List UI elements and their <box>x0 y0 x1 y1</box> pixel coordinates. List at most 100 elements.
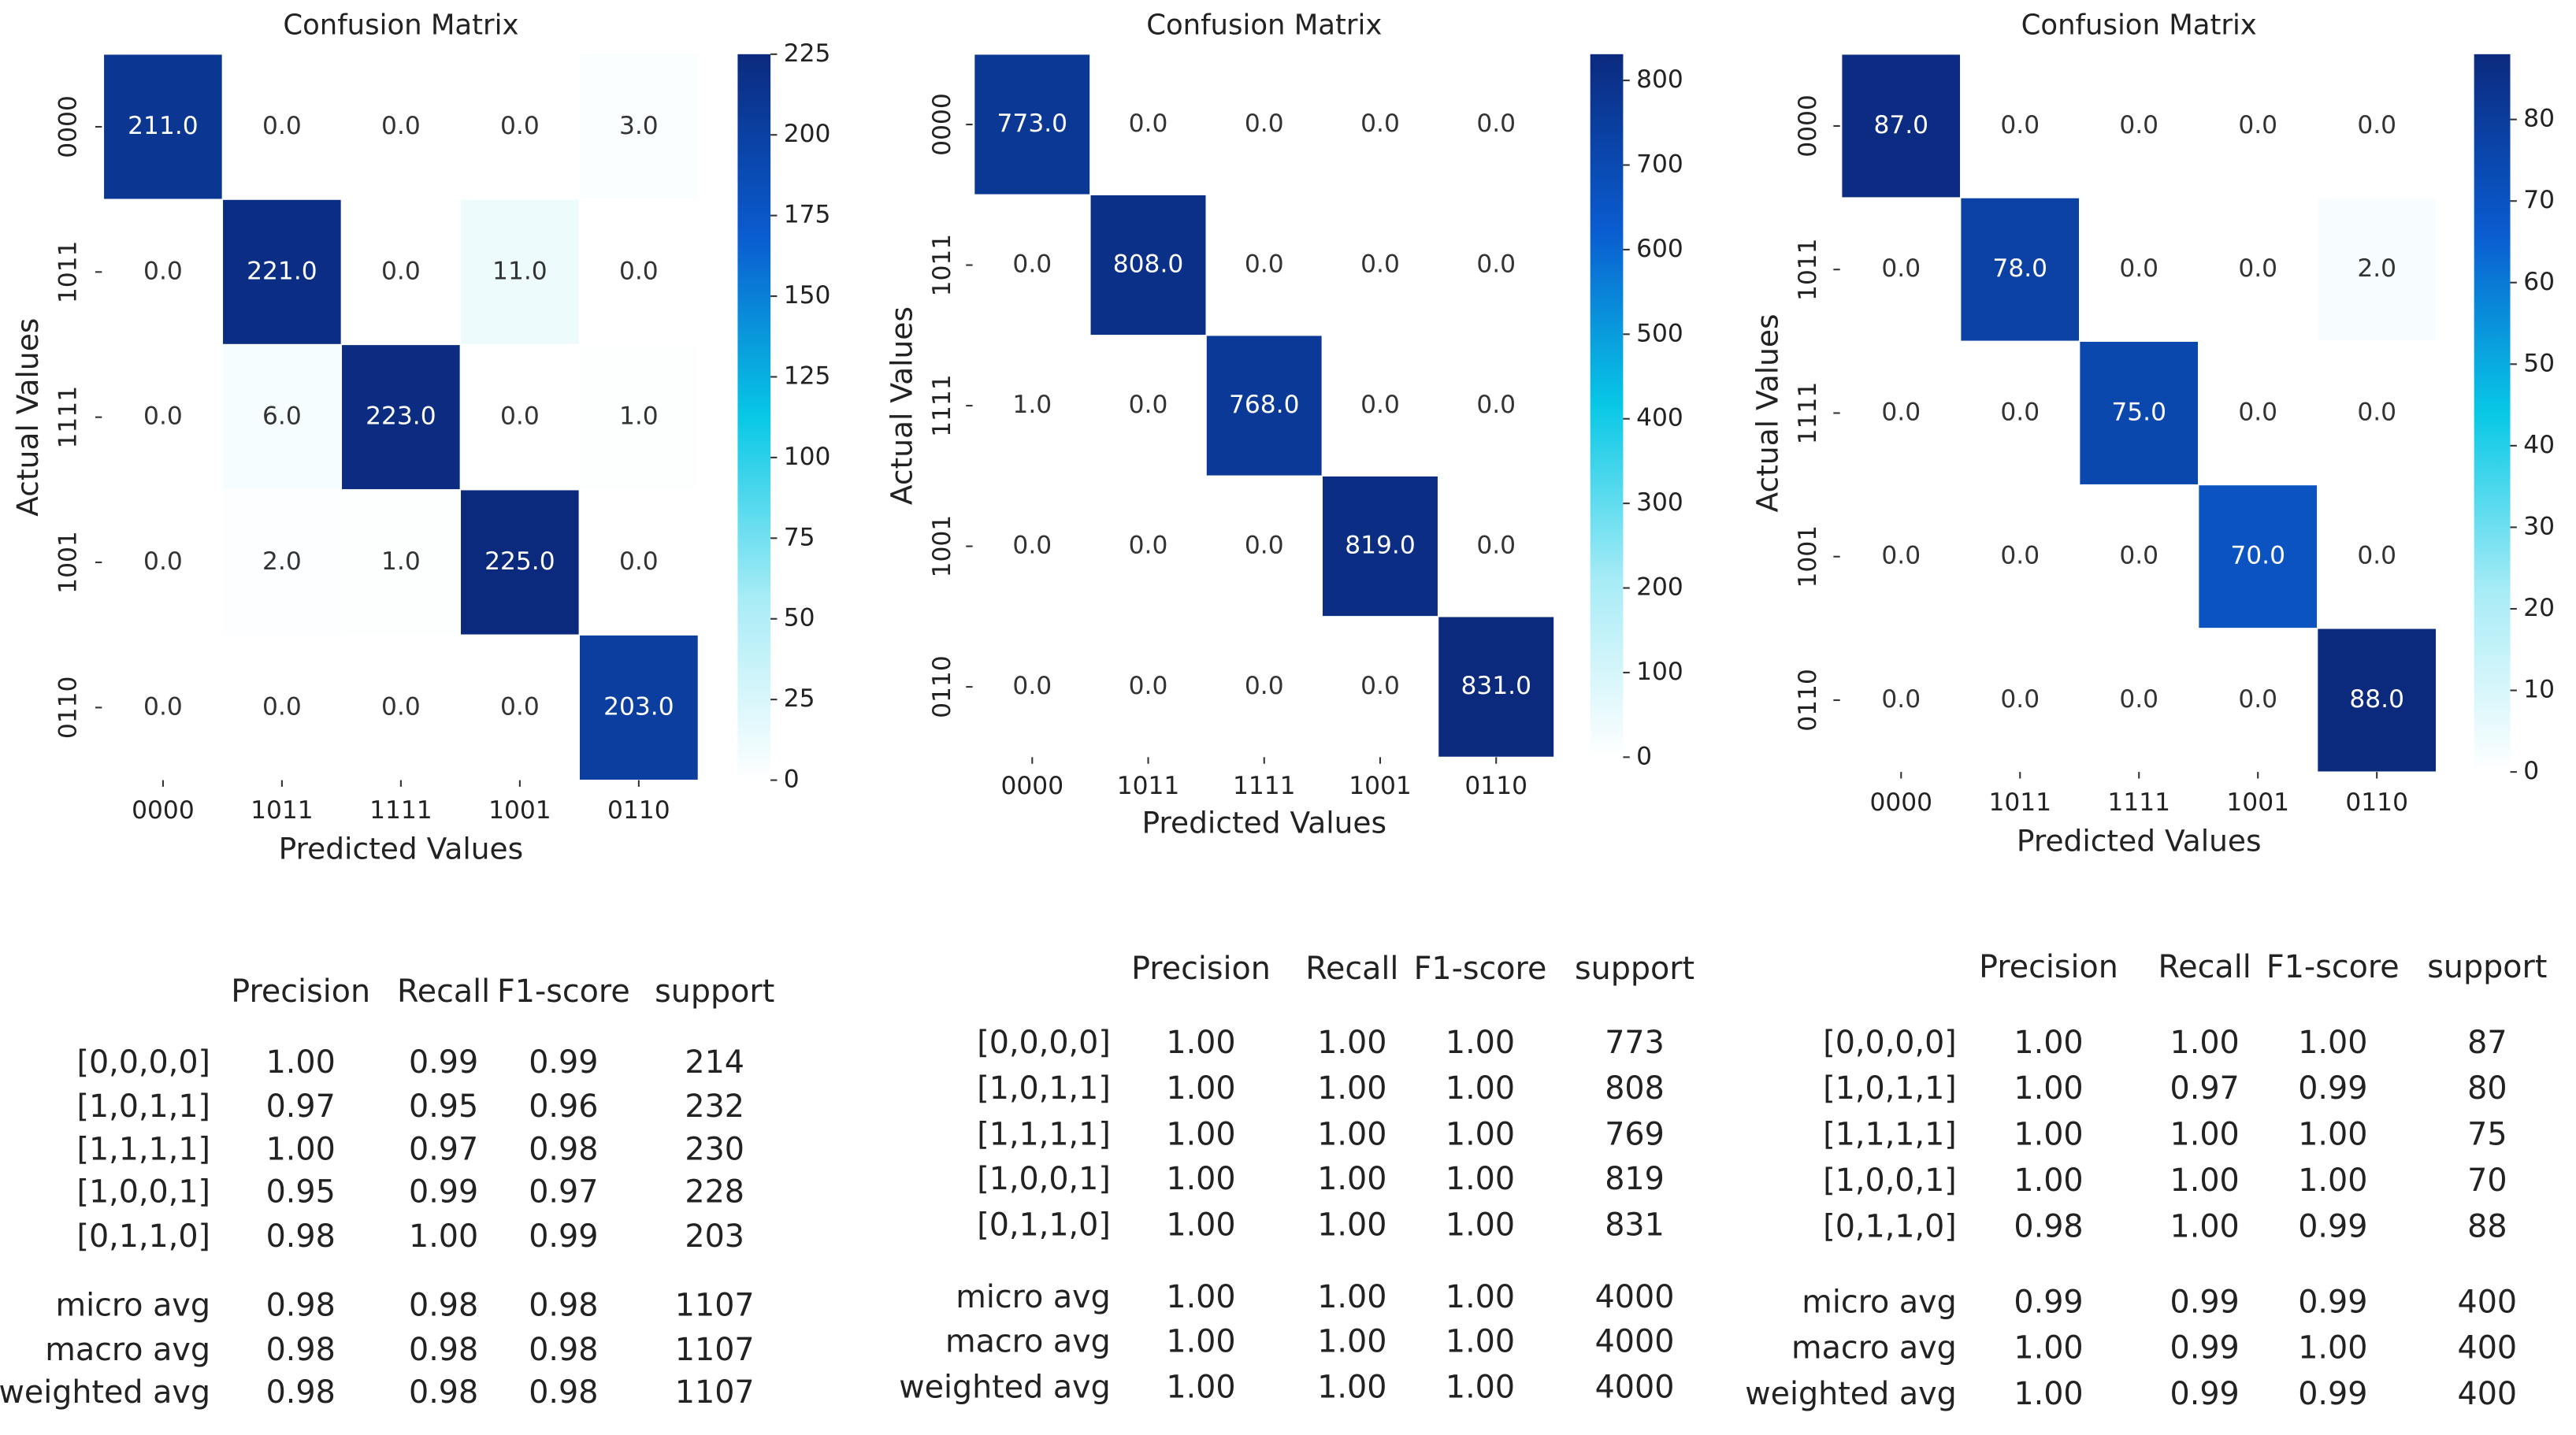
heatmap-cell <box>2079 197 2199 342</box>
heatmap-cell <box>2079 484 2199 629</box>
cell-label: 11.0 <box>492 257 547 285</box>
table-cell: 1.00 <box>266 1131 336 1167</box>
table-cell: 4000 <box>1595 1279 1675 1315</box>
row-label: [1,1,1,1] <box>977 1117 1110 1153</box>
cell-label: 0.0 <box>2238 254 2277 283</box>
table-cell: 80 <box>2467 1070 2507 1107</box>
y-tick-label: 1001 <box>54 531 83 594</box>
table-cell: 1.00 <box>266 1044 336 1081</box>
cell-label: 0.0 <box>2000 685 2040 714</box>
cell-label: 70.0 <box>2230 542 2285 570</box>
table-cell: 0.95 <box>266 1174 336 1211</box>
cell-label: 225.0 <box>484 547 555 576</box>
table-header: F1-score <box>497 973 630 1010</box>
x-axis-label: Predicted Values <box>2017 823 2262 858</box>
heatmap-cell <box>1205 475 1323 617</box>
table-cell: 0.99 <box>529 1218 598 1255</box>
colorbar-tick-label: 300 <box>1636 488 1683 517</box>
y-tick-label: 0000 <box>928 93 956 156</box>
cell-label: 0.0 <box>1476 109 1516 138</box>
colorbar-tick-label: 10 <box>2523 676 2555 704</box>
colorbar <box>1590 54 1624 758</box>
table-cell: 4000 <box>1595 1323 1675 1359</box>
heatmap-cell <box>1960 628 2080 773</box>
y-tick-label: 0000 <box>54 95 83 158</box>
cell-label: 0.0 <box>1129 109 1168 138</box>
heatmap-cell <box>1841 340 1962 486</box>
cell-label: 0.0 <box>2119 685 2158 714</box>
table-cell: 0.99 <box>529 1044 598 1081</box>
cell-label: 773.0 <box>997 109 1068 138</box>
table-header: Precision <box>1979 949 2118 985</box>
cell-label: 0.0 <box>1476 532 1516 560</box>
cell-label: 0.0 <box>619 257 659 285</box>
heatmap-cell <box>1437 54 1555 195</box>
colorbar-tick-label: 125 <box>784 362 831 390</box>
table-cell: 1107 <box>675 1287 755 1323</box>
cell-label: 0.0 <box>2000 542 2040 570</box>
cell-label: 0.0 <box>143 692 183 721</box>
table-cell: 0.99 <box>2170 1284 2240 1320</box>
cell-label: 0.0 <box>1245 672 1284 700</box>
cell-label: 0.0 <box>500 402 540 431</box>
heatmap-cell <box>221 489 343 636</box>
y-tick-label: 0110 <box>1794 669 1822 732</box>
y-tick-label: 1001 <box>928 515 956 578</box>
cell-label: 768.0 <box>1229 391 1300 419</box>
cell-label: 3.0 <box>619 112 659 140</box>
colorbar-tick-label: 200 <box>1636 573 1683 602</box>
heatmap-cell <box>1437 616 1555 758</box>
x-tick-label: 1011 <box>1117 772 1180 800</box>
heatmap-cell <box>340 634 462 781</box>
table-cell: 1.00 <box>1317 1207 1386 1243</box>
table-cell: 1.00 <box>2014 1025 2083 1061</box>
table-cell: 4000 <box>1595 1370 1675 1406</box>
heatmap-cell <box>2317 340 2437 486</box>
colorbar-tick-label: 60 <box>2523 268 2555 296</box>
row-label: [1,0,1,1] <box>977 1070 1110 1107</box>
colorbar-tick-label: 225 <box>784 39 831 68</box>
heatmap-cell <box>2317 197 2437 342</box>
cell-label: 1.0 <box>1012 391 1052 419</box>
cell-label: 0.0 <box>143 257 183 285</box>
heatmap-cell <box>102 54 224 200</box>
colorbar-tick-label: 600 <box>1636 235 1683 263</box>
colorbar-tick-label: 0 <box>784 766 800 794</box>
heatmap-cell <box>2079 628 2199 773</box>
table-cell: 1.00 <box>2170 1208 2240 1244</box>
table-cell: 0.97 <box>529 1174 598 1211</box>
table-cell: 1107 <box>675 1332 755 1368</box>
table-cell: 0.96 <box>529 1088 598 1125</box>
table-cell: 75 <box>2467 1117 2507 1153</box>
table-cell: 0.99 <box>2298 1284 2367 1320</box>
heatmap-cell <box>340 489 462 636</box>
x-tick-label: 1001 <box>488 796 551 825</box>
row-label: [0,1,1,0] <box>77 1218 210 1255</box>
heatmap-cell <box>2198 484 2318 629</box>
cell-label: 2.0 <box>2357 254 2396 283</box>
row-label: [1,0,0,1] <box>977 1161 1110 1197</box>
y-tick-label: 1011 <box>1794 238 1822 301</box>
table-cell: 228 <box>685 1174 744 1211</box>
table-cell: 0.95 <box>409 1088 478 1125</box>
row-label: weighted avg <box>1745 1376 1957 1412</box>
x-tick-label: 0000 <box>1869 788 1932 817</box>
cell-label: 0.0 <box>1245 250 1284 279</box>
table-cell: 1.00 <box>1166 1370 1235 1406</box>
heatmap-cell <box>1321 194 1439 336</box>
heatmap-cell <box>1437 194 1555 336</box>
table-cell: 1.00 <box>1317 1370 1386 1406</box>
colorbar-tick-label: 200 <box>784 120 831 148</box>
heatmap-cell <box>459 54 580 200</box>
heatmap-cell <box>2079 54 2199 198</box>
cell-label: 0.0 <box>2238 398 2277 426</box>
table-cell: 87 <box>2467 1025 2507 1061</box>
cell-label: 0.0 <box>2238 685 2277 714</box>
heatmap-cell <box>1089 616 1207 758</box>
table-header: Recall <box>1305 951 1398 987</box>
table-cell: 808 <box>1605 1070 1665 1107</box>
colorbar <box>2474 54 2511 773</box>
table-cell: 400 <box>2458 1284 2518 1320</box>
table-cell: 0.98 <box>266 1287 336 1323</box>
cell-label: 0.0 <box>2357 111 2396 139</box>
